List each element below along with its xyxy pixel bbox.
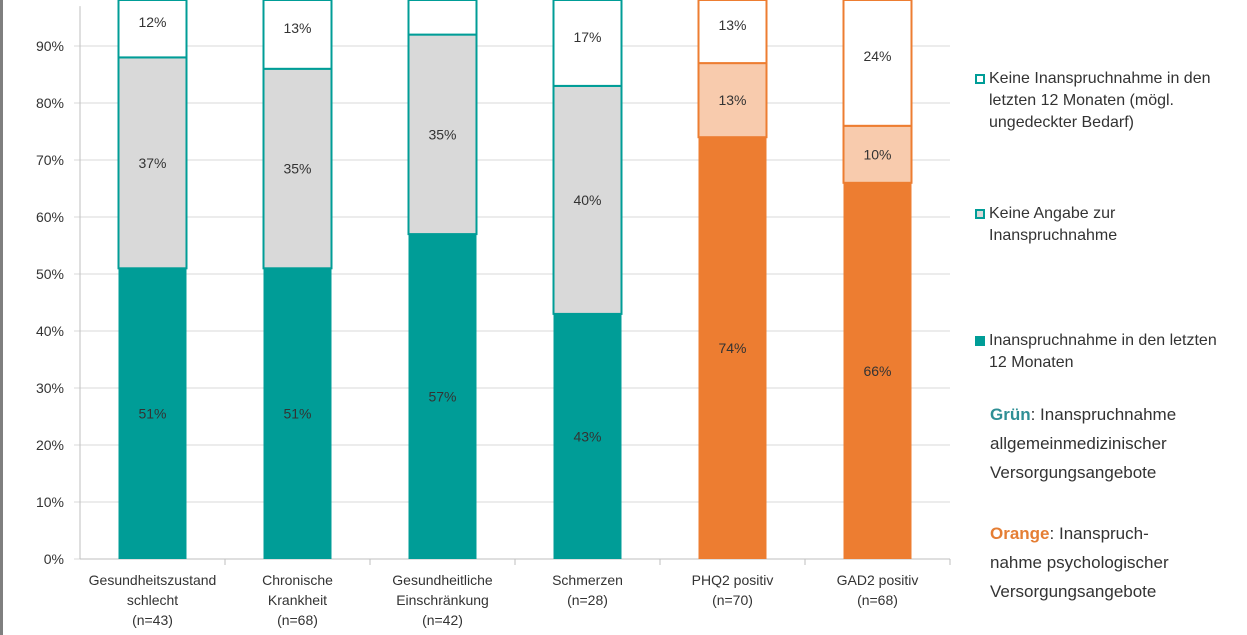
data-label: 51% — [283, 406, 311, 422]
bar-segment — [842, 0, 913, 127]
legend-swatch-light-icon — [975, 209, 985, 219]
left-border — [0, 0, 3, 635]
x-category-label: PHQ2 positiv — [692, 572, 774, 588]
x-category-label: Chronische — [262, 572, 333, 588]
data-label: 40% — [573, 192, 601, 208]
data-label: 51% — [138, 406, 166, 422]
legend-item-inanspruchnahme: Inanspruchnahme in den letzten 12 Monate… — [975, 330, 1245, 374]
note-orange-line-1: nahme psychologischer — [990, 553, 1169, 572]
legend-label-inanspruchnahme: Inanspruchnahme in den letzten 12 Monate… — [989, 332, 1217, 371]
y-tick-label: 40% — [36, 323, 64, 339]
data-label: 13% — [718, 17, 746, 33]
bar-segment — [842, 124, 913, 184]
data-label: 66% — [863, 363, 891, 379]
x-category-label: (n=43) — [132, 612, 173, 628]
bar-segment — [553, 313, 622, 559]
x-category-label: (n=68) — [857, 592, 898, 608]
y-tick-label: 20% — [36, 437, 64, 453]
data-label: 57% — [428, 389, 456, 405]
stacked-bar-chart: 0% 10% 20% 30% 40% 50% 60% 70% 80% 90% 51% 37% 12% Ge… — [36, 0, 951, 628]
x-category-label: GAD2 positiv — [837, 572, 919, 588]
x-category-label: (n=70) — [712, 592, 753, 608]
data-label: 74% — [718, 340, 746, 356]
y-tick-label: 60% — [36, 209, 64, 225]
data-label: 37% — [138, 155, 166, 171]
note-orange-text: : Inanspruch- — [1049, 524, 1149, 543]
bar-segment — [117, 0, 188, 59]
bar-segment — [843, 182, 912, 560]
y-tick-label: 10% — [36, 494, 64, 510]
bar-segment — [698, 137, 767, 559]
bar-segment — [118, 268, 187, 559]
legend-swatch-solid-icon — [975, 336, 985, 346]
x-category-label: (n=28) — [567, 592, 608, 608]
x-category-label: Einschränkung — [396, 592, 489, 608]
bar-segment — [407, 33, 478, 236]
data-label: 35% — [283, 161, 311, 177]
legend-label-keine-angabe: Keine Angabe zur Inanspruchnahme — [989, 205, 1118, 244]
bar-segment — [117, 56, 188, 270]
note-orange-line-2: Versorgungsangebote — [990, 582, 1157, 601]
bar-segment — [262, 0, 333, 70]
x-category-label: Krankheit — [268, 592, 327, 608]
x-category-label: Gesundheitszustand — [89, 572, 217, 588]
y-tick-label: 0% — [44, 551, 64, 567]
x-category-label: (n=42) — [422, 612, 463, 628]
data-label: 12% — [138, 14, 166, 30]
y-tick-label: 30% — [36, 380, 64, 396]
note-orange-key: Orange — [990, 524, 1050, 543]
x-category-label: (n=68) — [277, 612, 318, 628]
y-tick-label: 50% — [36, 266, 64, 282]
y-tick-label: 90% — [36, 38, 64, 54]
bar-segment — [408, 234, 477, 559]
note-green: Grün: Inanspruchnahme allgemeinmedizinis… — [990, 400, 1240, 487]
data-label: 13% — [718, 92, 746, 108]
data-label: 24% — [863, 48, 891, 64]
note-green-line-1: allgemeinmedizinischer — [990, 434, 1167, 453]
bar-segment — [697, 0, 768, 65]
bar-segment — [407, 0, 478, 36]
bar-segment — [263, 268, 332, 559]
legend-item-keine-angabe: Keine Angabe zur Inanspruchnahme — [975, 203, 1245, 247]
y-tick-label: 80% — [36, 95, 64, 111]
legend-swatch-outline-icon — [975, 74, 985, 84]
note-green-line-2: Versorgungsangebote — [990, 463, 1157, 482]
data-label: 13% — [283, 20, 311, 36]
note-green-key: Grün — [990, 405, 1031, 424]
bar-segment — [262, 67, 333, 270]
note-orange: Orange: Inanspruch- nahme psychologische… — [990, 519, 1240, 606]
note-green-text: : Inanspruchnahme — [1030, 405, 1177, 424]
x-category-label: schlecht — [127, 592, 178, 608]
data-label: 35% — [428, 126, 456, 142]
x-category-label: Gesundheitliche — [392, 572, 493, 588]
legend-label-keine-inanspruchnahme: Keine Inanspruchnahme in den letzten 12 … — [989, 70, 1211, 131]
legend-item-keine-inanspruchnahme: Keine Inanspruchnahme in den letzten 12 … — [975, 68, 1245, 134]
data-label: 43% — [573, 428, 601, 444]
data-label: 10% — [863, 146, 891, 162]
data-label: 17% — [573, 29, 601, 45]
y-tick-label: 70% — [36, 152, 64, 168]
x-category-label: Schmerzen — [552, 572, 623, 588]
bar-segment — [552, 0, 623, 87]
